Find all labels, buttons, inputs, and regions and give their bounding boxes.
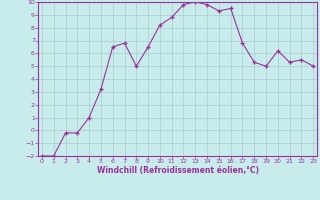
X-axis label: Windchill (Refroidissement éolien,°C): Windchill (Refroidissement éolien,°C) <box>97 166 259 175</box>
